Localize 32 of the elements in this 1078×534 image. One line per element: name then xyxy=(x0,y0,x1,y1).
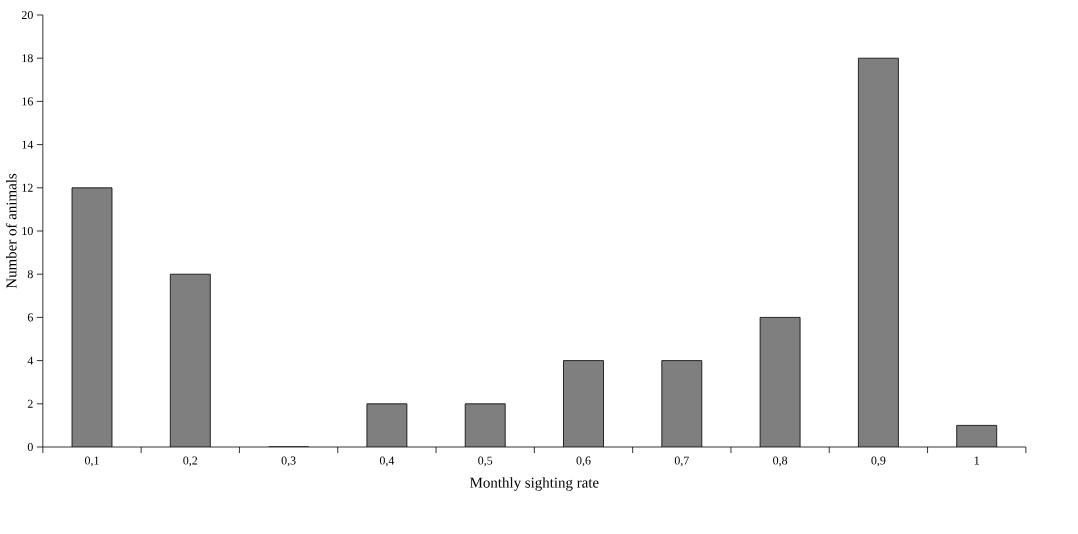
bar xyxy=(72,187,112,447)
x-tick-label: 0,9 xyxy=(871,456,886,467)
x-tick-label: 0,6 xyxy=(576,456,591,467)
y-tick-label: 2 xyxy=(27,399,33,408)
bar xyxy=(661,360,702,447)
bar xyxy=(760,317,801,447)
x-axis-title: Monthly sighting rate xyxy=(470,477,599,491)
x-tick-label: 0,8 xyxy=(773,456,788,467)
x-tick-label: 0,7 xyxy=(674,456,689,467)
x-tick-label: 0,1 xyxy=(84,456,99,467)
x-tick-label: 0,3 xyxy=(281,456,296,467)
x-tick-label: 1 xyxy=(974,456,979,465)
y-tick-label: 20 xyxy=(21,10,33,20)
bar xyxy=(170,274,211,447)
bar xyxy=(366,403,407,447)
y-tick-label: 12 xyxy=(22,183,33,192)
bar xyxy=(563,360,604,447)
bar xyxy=(465,403,506,447)
bar xyxy=(858,58,899,447)
bar xyxy=(956,425,998,447)
x-tick-label: 0,5 xyxy=(478,456,493,467)
y-tick-label: 14 xyxy=(22,140,34,149)
x-tick-label: 0,4 xyxy=(379,456,395,467)
y-tick-label: 6 xyxy=(27,313,33,322)
y-tick-label: 16 xyxy=(22,97,33,106)
y-tick-label: 8 xyxy=(27,270,33,279)
y-axis-title: Number of animals xyxy=(5,173,17,289)
y-tick-label: 10 xyxy=(22,226,33,236)
y-tick-label: 18 xyxy=(22,54,33,63)
y-tick-label: 0 xyxy=(27,442,33,452)
y-tick-label: 4 xyxy=(27,356,34,365)
x-tick-label: 0,2 xyxy=(183,456,198,467)
